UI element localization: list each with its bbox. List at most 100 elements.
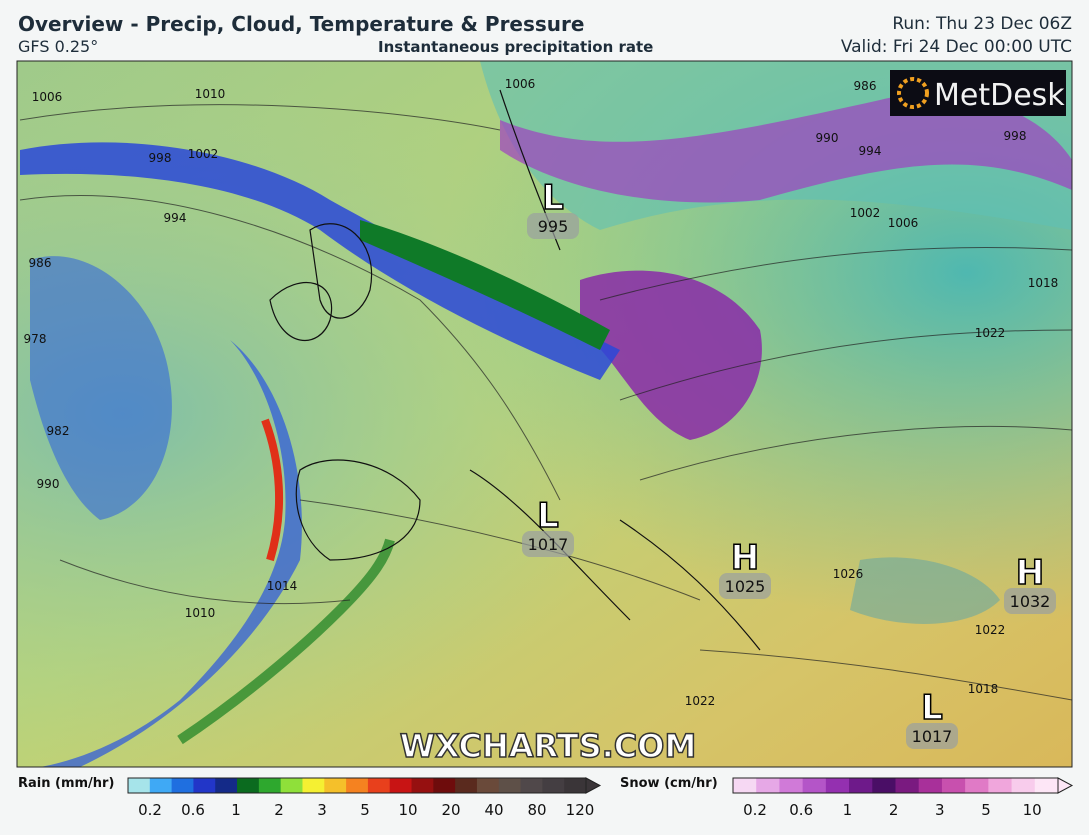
logo: MetDesk [934,78,1065,113]
run-time: Run: Thu 23 Dec 06Z [892,14,1072,34]
isobar-labels: 1006 1010 1002 998 994 986 978 982 990 1010 1014 10… [24,77,1059,708]
legend-swatch [389,778,413,793]
legend-swatch [215,778,238,793]
legend-label: 120 [566,801,595,819]
legend-swatch [988,778,1013,793]
legend-swatch [941,778,966,793]
legend-label: 5 [360,801,370,819]
legend-label: 2 [274,801,284,819]
center-badge [906,723,958,749]
legend-swatch [237,778,260,793]
legend-swatch [895,778,920,793]
center-badge [719,573,771,599]
legend-swatch [411,778,434,793]
legend-swatch [965,778,989,793]
isobar-label: 1006 [505,77,536,91]
legend-swatch [324,778,347,793]
center-kind: L [542,178,564,218]
legend-label: 0.2 [138,801,162,819]
isobar-label: 994 [164,211,187,225]
legend-swatch [872,778,896,793]
watermark: WXCHARTS.COM [400,727,697,765]
legend-swatch [564,778,587,793]
legend-label: 3 [935,801,945,819]
center-badge [522,531,574,557]
snow-legend-title: Snow (cm/hr) [620,776,718,791]
legend-swatch [498,778,522,793]
legend-arrow [585,777,602,794]
isobar-label: 978 [24,332,47,346]
legend-label: 1 [843,801,853,819]
isobar-label: 1022 [685,694,716,708]
rain-legend: 0.2 0.6 1 2 3 5 10 20 40 80 120 [127,777,602,819]
isobar-label: 1018 [968,682,999,696]
isobar-label: 1022 [975,326,1006,340]
legend-swatch [802,778,827,793]
center-kind: L [537,496,559,536]
center-value: 1017 [528,535,569,554]
legend-swatch [756,778,780,793]
legend-label: 0.6 [789,801,813,819]
isobar-label: 994 [859,144,882,158]
isobar-label: 1010 [195,87,226,101]
legend-label: 80 [527,801,546,819]
isobar-label: 986 [854,79,877,93]
legend-frame [127,777,587,794]
isobar-label: 1018 [1028,276,1059,290]
legend-label: 3 [317,801,327,819]
center-value: 1017 [912,727,953,746]
legend-label: 0.6 [181,801,205,819]
subtitle: Instantaneous precipitation rate [378,38,654,56]
isobar-label: 990 [816,131,839,145]
isobar-label: 1022 [975,623,1006,637]
isobar-label: 1014 [267,579,298,593]
isobar-label: 998 [149,151,172,165]
legend-swatch [171,778,194,793]
center-badge [1004,588,1056,614]
isobar-label: 1006 [32,90,63,104]
legend-label: 0.2 [743,801,767,819]
legend-swatch [193,778,216,793]
snow-legend: 0.2 0.6 1 2 3 5 10 [732,777,1074,819]
center-value: 1025 [725,577,766,596]
isobar-label: 1002 [188,147,219,161]
logo-icon [897,77,929,109]
isobar-label: 1006 [888,216,919,230]
legend-swatch [733,778,757,793]
model: GFS 0.25° [18,37,99,56]
legend-swatch [258,778,282,793]
center-badge [527,213,579,239]
legend-swatch [367,778,391,793]
legend-swatch [280,778,303,793]
legend-swatch [1011,778,1036,793]
isobar-label: 1026 [833,567,864,581]
legend-label: 5 [981,801,991,819]
legend-swatch [1034,778,1059,793]
legend-swatch [128,778,151,793]
legend-frame [732,777,1059,794]
isobar-label: 990 [37,477,60,491]
legend-swatch [520,778,543,793]
legend-swatch [455,778,478,793]
title: Overview - Precip, Cloud, Temperature & … [18,12,585,36]
center-kind: L [921,688,943,728]
legend-arrow [1057,777,1074,794]
legend-label: 10 [1023,801,1042,819]
legend-swatch [476,778,500,793]
legend-label: 20 [441,801,460,819]
isobar-label: 1010 [185,606,216,620]
legend-label: 1 [231,801,241,819]
legend-swatch [433,778,456,793]
valid-time: Valid: Fri 24 Dec 00:00 UTC [840,37,1072,57]
isobar-label: 1002 [850,206,881,220]
legend-swatch [346,778,369,793]
isobar-label: 998 [1004,129,1027,143]
center-value: 995 [538,217,569,236]
legend-swatch [149,778,173,793]
legend-label: 10 [398,801,417,819]
center-kind: H [731,538,759,578]
logo-box [890,70,1066,116]
legend-label: 40 [484,801,503,819]
